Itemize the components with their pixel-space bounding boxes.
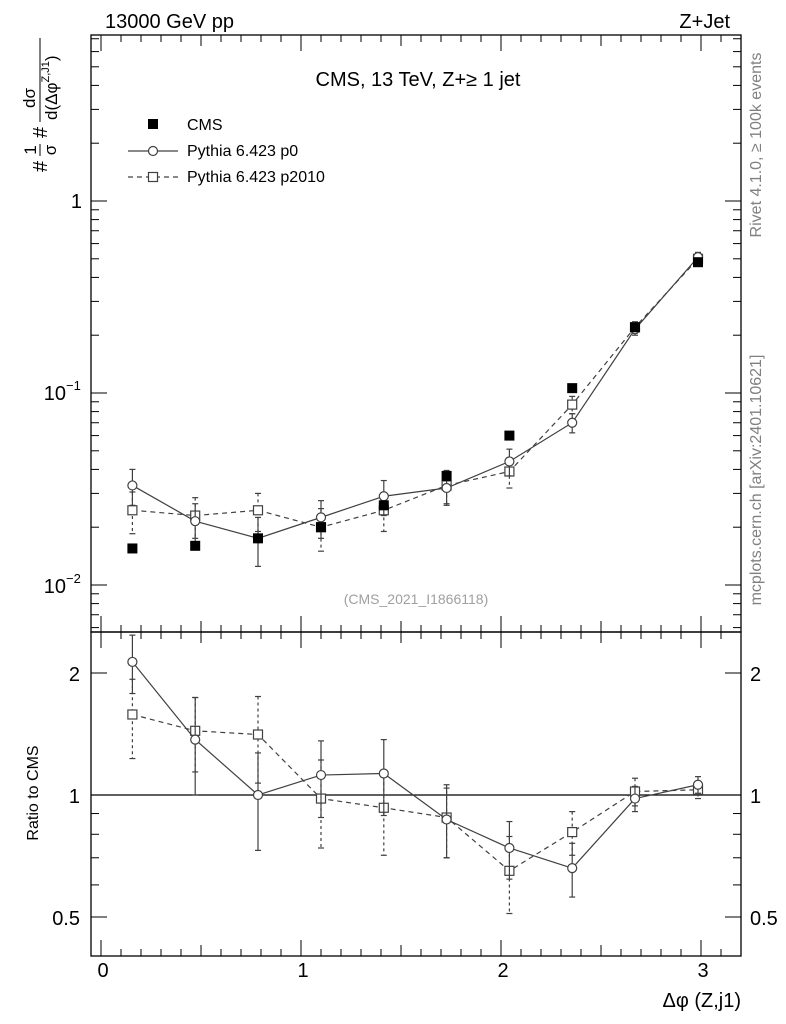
xtick-label-2: 2 <box>497 960 508 982</box>
main-p2010-point <box>127 505 138 516</box>
main-p0-point <box>315 512 327 523</box>
main-ytick-label-0.01-base: 10 <box>44 576 66 598</box>
ylabel-mid: # <box>30 126 52 138</box>
ylabel-frac2-den-main: d(Δφ <box>42 83 61 121</box>
ratio-p2010-line <box>132 713 699 872</box>
ylabel-frac1-den: σ <box>41 144 60 155</box>
ratio-p0-point <box>441 814 452 825</box>
legend-p2010-marker <box>147 171 159 183</box>
ratio-p0-point <box>190 734 201 745</box>
main-p2010-point <box>567 399 578 410</box>
xtick-label-0: 0 <box>97 960 108 982</box>
ratio-p0-point <box>378 768 389 779</box>
main-plot-title: CMS, 13 TeV, Z+≥ 1 jet <box>316 69 521 91</box>
ratio-p0-line <box>131 661 699 869</box>
main-cms-point <box>630 322 640 333</box>
ylabel-frac1-num: 1 <box>21 145 40 154</box>
main-p0-point <box>504 456 515 467</box>
ratio-series-layer <box>127 634 704 915</box>
main-ytick-label-0.1: 10 −1 <box>44 378 81 405</box>
ratio-p0-point <box>504 842 515 854</box>
main-p0-point <box>127 480 138 491</box>
main-ylabel: # 1 σ # dσ d(ΔφZ,J1) <box>20 38 61 172</box>
ratio-p2010-point <box>127 709 138 720</box>
xtick-label-1: 1 <box>297 960 308 982</box>
ylabel-frac2-num: dσ <box>20 88 39 108</box>
x-axis-label: Δφ (Z,j1) <box>662 990 741 1012</box>
main-cms-point <box>316 522 326 533</box>
ylabel-frac2-den-sup: Z,J1 <box>40 61 52 82</box>
main-p2010-line <box>132 258 699 528</box>
main-p0-point <box>567 417 578 428</box>
ratio-ytick-label-2-right: 2 <box>750 664 761 686</box>
ratio-p0-point <box>692 779 704 790</box>
ratio-p0-point <box>629 793 641 804</box>
ylabel-prefix: # <box>30 160 52 172</box>
main-cms-point <box>127 543 138 554</box>
xtick-label-3: 3 <box>697 960 708 982</box>
header-left-label: 13000 GeV pp <box>105 11 234 33</box>
ratio-p2010-point <box>567 826 578 838</box>
legend-cms-marker <box>148 119 158 129</box>
main-ytick-label-0.1-base: 10 <box>44 383 66 405</box>
ylabel-frac2-den: d(ΔφZ,J1) <box>40 55 61 120</box>
ratio-ytick-label-1-left: 1 <box>69 786 80 808</box>
ratio-ytick-label-0.5-right: 0.5 <box>750 908 778 930</box>
main-p0-point <box>190 516 201 527</box>
ratio-axis-ticks <box>91 632 742 956</box>
ratio-p0-point <box>127 656 138 668</box>
ratio-ytick-label-1-right: 1 <box>750 786 761 808</box>
legend-p0-marker <box>147 145 159 157</box>
ratio-p0-point <box>252 789 264 801</box>
legend-p0-label: Pythia 6.423 p0 <box>187 143 298 160</box>
main-ytick-label-0.1-exp: −1 <box>66 378 81 393</box>
legend-p2010-label: Pythia 6.423 p2010 <box>187 169 325 186</box>
main-p0-line <box>132 256 699 539</box>
main-axis-ticks <box>91 35 742 632</box>
main-ytick-label-0.01-exp: −2 <box>66 571 81 586</box>
watermark-label: (CMS_2021_I1866118) <box>344 591 489 607</box>
main-cms-point <box>504 430 515 441</box>
main-cms-point <box>378 500 389 511</box>
main-cms-point <box>190 540 201 551</box>
ratio-ylabel: Ratio to CMS <box>25 745 42 840</box>
ratio-ytick-label-2-left: 2 <box>69 664 80 686</box>
ratio-p0-point <box>567 863 578 874</box>
mcplots-note: mcplots.cern.ch [arXiv:2401.10621] <box>748 355 765 606</box>
main-cms-point <box>441 470 452 481</box>
ratio-p2010-point <box>252 729 264 740</box>
legend: CMS Pythia 6.423 p0 Pythia 6.423 p2010 <box>128 117 325 186</box>
main-p2010-point <box>252 505 264 516</box>
main-cms-point <box>253 533 263 544</box>
main-cms-point <box>693 257 703 268</box>
main-series-layer <box>127 251 704 567</box>
ratio-p0-point <box>315 769 327 781</box>
header-right-label: Z+Jet <box>679 11 730 33</box>
main-ytick-label-0.01: 10 −2 <box>44 571 81 598</box>
rivet-note: Rivet 4.1.0, ≥ 100k events <box>748 53 765 238</box>
main-p0-point <box>441 482 452 494</box>
main-cms-point <box>567 383 578 394</box>
ratio-ytick-label-0.5-left: 0.5 <box>52 908 80 930</box>
ylabel-frac2-den-close: ) <box>42 55 61 61</box>
main-ytick-label-1: 1 <box>71 191 82 213</box>
ratio-panel-frame <box>90 631 742 957</box>
main-p0-point <box>378 491 389 502</box>
legend-cms-label: CMS <box>187 117 223 134</box>
